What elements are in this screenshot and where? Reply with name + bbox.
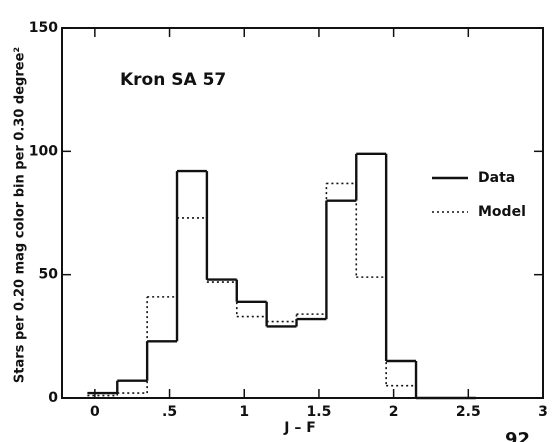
x-axis-label: J – F <box>283 420 316 436</box>
chart-title: Kron SA 57 <box>120 70 226 90</box>
x-tick-label: 2 <box>389 404 399 420</box>
x-tick-label: 2.5 <box>456 404 481 420</box>
y-tick-label: 50 <box>39 267 59 283</box>
y-tick-label: 0 <box>48 390 58 406</box>
x-tick-label: 1.5 <box>307 404 332 420</box>
x-tick-label: .5 <box>162 404 177 420</box>
legend-label: Data <box>478 170 515 186</box>
x-tick-label: 1 <box>239 404 249 420</box>
legend-label: Model <box>478 204 526 220</box>
plot-frame <box>61 27 544 399</box>
y-tick-label: 150 <box>29 20 58 36</box>
y-tick-label: 100 <box>29 143 58 159</box>
x-tick-label: 0 <box>90 404 100 420</box>
x-tick-label: 3 <box>538 404 548 420</box>
page-number: 92 <box>505 429 530 442</box>
y-axis-label: Stars per 0.20 mag color bin per 0.30 de… <box>13 47 28 383</box>
